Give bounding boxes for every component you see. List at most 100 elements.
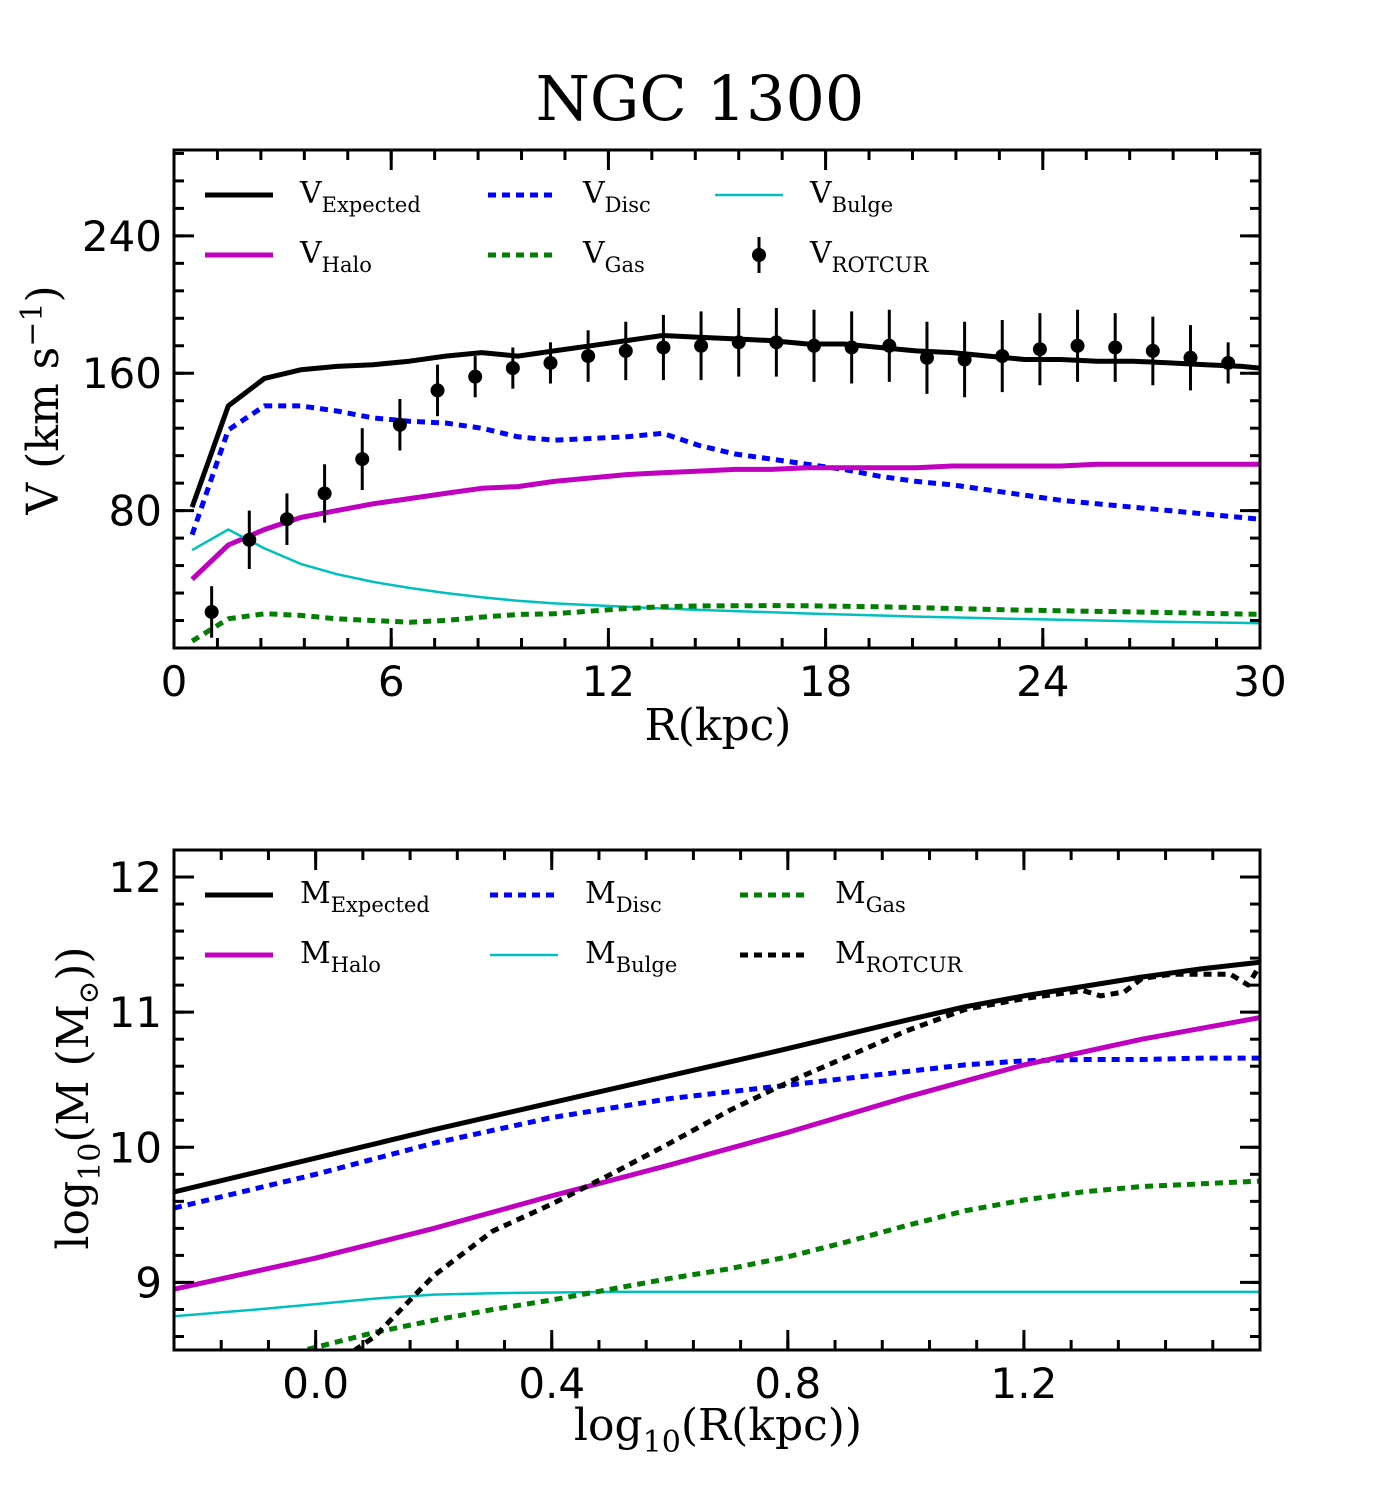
rotation-curve-series — [189, 307, 1260, 644]
data-point — [392, 417, 407, 432]
data-point — [1145, 343, 1160, 358]
x-tick-label: 18 — [799, 657, 852, 706]
legend-label: VROTCUR — [809, 236, 929, 277]
series-V_Halo — [190, 461, 1260, 582]
data-point — [995, 349, 1010, 364]
series-M_Bulge — [174, 1290, 1260, 1318]
legend-label: MDisc — [585, 876, 662, 917]
data-point — [1108, 340, 1123, 355]
x-tick-label: 1.2 — [991, 1359, 1058, 1408]
data-point — [1070, 338, 1085, 353]
legend-entry-halo: VHalo — [205, 236, 372, 277]
legend-entry-disc: MDisc — [490, 876, 662, 917]
y-tick-label: 10 — [109, 1123, 162, 1172]
x-tick-label: 24 — [1016, 657, 1069, 706]
legend-marker — [752, 248, 766, 262]
legend-entry-expected: VExpected — [205, 176, 421, 217]
data-point — [957, 352, 972, 367]
mass-profile-series — [174, 959, 1260, 1350]
mass-profile-frame — [172, 848, 1262, 1352]
legend-entry-gas: MGas — [740, 876, 906, 917]
data-point — [505, 361, 520, 376]
legend-entry-gas: VGas — [488, 236, 645, 277]
series-V_Gas — [190, 603, 1260, 644]
legend-entry-bulge: VBulge — [715, 176, 893, 217]
x-tick-label: 30 — [1233, 657, 1286, 706]
data-point — [882, 338, 897, 353]
data-point — [694, 338, 709, 353]
data-point — [543, 355, 558, 370]
data-point — [618, 343, 633, 358]
x-tick-label: 0.8 — [754, 1359, 821, 1408]
legend-label: MHalo — [300, 936, 381, 977]
series-M_Expected — [174, 959, 1260, 1195]
legend-label: VBulge — [809, 176, 893, 217]
data-point — [581, 349, 596, 364]
y-tick-label: 11 — [109, 988, 162, 1037]
legend-entry-rotcur: VROTCUR — [752, 236, 929, 277]
series-M_Disc — [174, 1055, 1260, 1211]
legend-label: VHalo — [299, 236, 372, 277]
data-point — [807, 338, 822, 353]
mass-profile-x-label: log10(R(kpc)) — [574, 1400, 862, 1460]
figure-title: NGC 1300 — [536, 62, 865, 135]
series-V_Expected — [189, 333, 1260, 509]
data-point — [844, 340, 859, 355]
mass-profile-tick-labels: 0.0 0.4 0.8 1.2 9 10 11 12 — [109, 853, 1058, 1408]
data-point — [1032, 342, 1047, 357]
mass-profile-y-label: log10(M (M⊙)) — [48, 946, 108, 1249]
data-point — [317, 486, 332, 501]
legend-label: MExpected — [300, 876, 430, 917]
legend-entry-bulge: MBulge — [490, 936, 677, 977]
y-tick-label: 240 — [82, 212, 162, 261]
rotation-curve-frame — [172, 148, 1262, 650]
data-point — [919, 350, 934, 365]
y-tick-label: 160 — [82, 349, 162, 398]
rotation-curve-legend: VExpected VDisc VBulge VHalo VGas VROTCUR — [205, 176, 929, 277]
data-point — [355, 452, 370, 467]
series-V_ROTCUR — [204, 307, 1236, 638]
x-tick-label: 12 — [582, 657, 635, 706]
mass-profile-ticks — [172, 848, 1262, 1350]
data-point — [731, 335, 746, 350]
legend-entry-rotcur: MROTCUR — [740, 936, 964, 977]
rotation-curve-tick-labels: 0 6 12 18 24 30 80 160 240 — [82, 212, 1287, 706]
series-M_Gas — [294, 1178, 1260, 1350]
data-point — [204, 604, 219, 619]
data-point — [430, 383, 445, 398]
legend-label: VExpected — [299, 176, 421, 217]
rotation-curve-ticks — [172, 150, 1262, 650]
x-tick-label: 0.0 — [282, 1359, 349, 1408]
data-point — [1183, 350, 1198, 365]
legend-label: VDisc — [582, 176, 651, 217]
series-V_Bulge — [191, 528, 1260, 625]
legend-entry-disc: VDisc — [488, 176, 651, 217]
series-V_Disc — [189, 403, 1260, 536]
legend-label: MGas — [835, 876, 906, 917]
data-point — [468, 369, 483, 384]
y-tick-label: 12 — [109, 853, 162, 902]
data-point — [656, 340, 671, 355]
data-point — [242, 532, 257, 547]
x-tick-label: 0 — [161, 657, 188, 706]
x-tick-label: 6 — [378, 657, 405, 706]
mass-profile-panel: 0.0 0.4 0.8 1.2 9 10 11 12 MExpected MDisc MGas MH… — [48, 848, 1262, 1460]
data-point — [769, 335, 784, 350]
legend-label: MROTCUR — [835, 936, 964, 977]
legend-label: VGas — [582, 236, 645, 277]
y-tick-label: 80 — [109, 487, 162, 536]
series-M_ROTCUR — [350, 963, 1260, 1350]
legend-entry-expected: MExpected — [205, 876, 430, 917]
x-tick-label: 0.4 — [518, 1359, 585, 1408]
mass-profile-legend: MExpected MDisc MGas MHalo MBulge MROTCUR — [205, 876, 964, 977]
data-point — [279, 512, 294, 527]
data-point — [1221, 355, 1236, 370]
legend-entry-halo: MHalo — [205, 936, 381, 977]
rotation-curve-y-label: V (km s−1) — [15, 285, 69, 515]
y-tick-label: 9 — [135, 1258, 162, 1307]
legend-label: MBulge — [585, 936, 677, 977]
rotation-curve-x-label: R(kpc) — [645, 700, 792, 751]
series-M_Halo — [174, 1015, 1260, 1292]
